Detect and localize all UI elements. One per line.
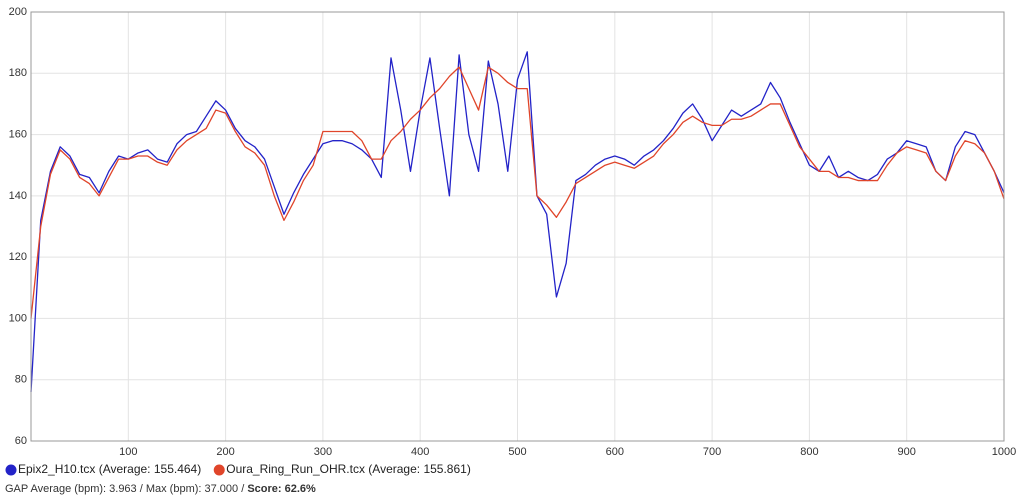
- data-line: [30, 51, 1005, 393]
- x-tick-label: 600: [606, 446, 624, 458]
- x-tick-label: 500: [508, 446, 526, 458]
- stats: GAP Average (bpm): 3.963 / Max (bpm): 37…: [5, 483, 316, 495]
- y-tick-label: 60: [15, 435, 27, 447]
- legend-label: Oura_Ring_Run_OHR.tcx (Average: 155.861): [226, 462, 471, 476]
- y-tick-label: 140: [9, 190, 27, 202]
- x-tick-label: 700: [703, 446, 721, 458]
- score: Score: 62.6%: [247, 483, 316, 495]
- y-tick-label: 100: [9, 312, 27, 324]
- x-tick-label: 200: [216, 446, 234, 458]
- stats-text: GAP Average (bpm): 3.963 / Max (bpm): 37…: [5, 483, 245, 495]
- y-tick-label: 180: [9, 67, 27, 79]
- x-tick-label: 800: [800, 446, 818, 458]
- x-tick-label: 300: [314, 446, 332, 458]
- x-tick-label: 400: [411, 446, 429, 458]
- y-tick-label: 160: [9, 128, 27, 140]
- legend-marker: [5, 464, 17, 476]
- y-tick-label: 200: [9, 6, 27, 18]
- x-tick-label: 100: [119, 446, 137, 458]
- data-line: [30, 66, 1005, 319]
- y-tick-label: 80: [15, 374, 27, 386]
- x-tick-label: 1000: [992, 446, 1016, 458]
- plot-frame: [30, 11, 1005, 442]
- legend-marker: [213, 464, 225, 476]
- legend-label: Epix2_H10.tcx (Average: 155.464): [18, 462, 201, 476]
- y-tick-label: 120: [9, 251, 27, 263]
- x-tick-label: 900: [898, 446, 916, 458]
